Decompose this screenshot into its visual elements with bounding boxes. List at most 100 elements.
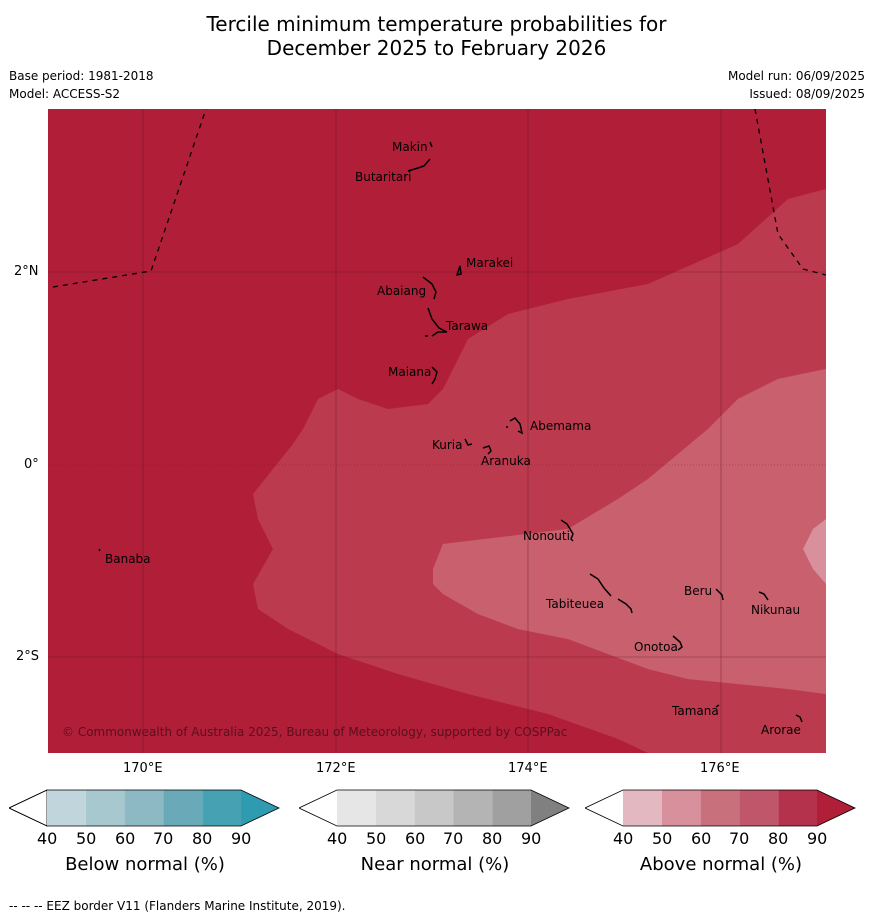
above-tick-90: 90 xyxy=(807,829,828,848)
island-label-beru: Beru xyxy=(684,584,712,598)
above-tick-row: 40 50 60 70 80 90 xyxy=(585,829,857,851)
below-over-triangle xyxy=(241,790,279,826)
island-abaiang-shape xyxy=(422,276,437,300)
lon-label-174e: 174°E xyxy=(508,761,548,776)
island-label-butaritari: Butaritari xyxy=(355,170,412,184)
below-tick-60: 60 xyxy=(115,829,136,848)
below-bin-80-90 xyxy=(202,790,241,826)
island-label-marakei: Marakei xyxy=(466,256,513,270)
below-tick-70: 70 xyxy=(153,829,174,848)
zone-above-60 xyxy=(803,519,826,584)
island-label-abemama: Abemama xyxy=(530,419,591,433)
above-tick-40: 40 xyxy=(613,829,634,848)
island-marakei-shape xyxy=(455,265,462,277)
island-labels: Makin Butaritari Marakei Abaiang Tarawa … xyxy=(105,140,801,737)
model-name: Model: ACCESS-S2 xyxy=(9,87,121,101)
below-bin-40-50 xyxy=(47,790,86,826)
island-nonouti-shape xyxy=(560,519,574,542)
lat-label-2n: 2°N xyxy=(14,264,39,279)
near-bin-60-70 xyxy=(414,790,454,826)
base-period: Base period: 1981-2018 xyxy=(9,69,154,83)
below-tick-80: 80 xyxy=(192,829,213,848)
map-panel: Makin Butaritari Marakei Abaiang Tarawa … xyxy=(48,109,826,753)
island-abemama-shape xyxy=(509,417,524,435)
near-tick-row: 40 50 60 70 80 90 xyxy=(299,829,571,851)
below-bin-60-70 xyxy=(124,790,164,826)
below-tick-40: 40 xyxy=(37,829,58,848)
island-kuria-shape xyxy=(464,438,473,446)
island-label-abaiang: Abaiang xyxy=(377,284,426,298)
above-over-triangle xyxy=(817,790,855,826)
above-bin-50-60 xyxy=(661,790,701,826)
lon-label-176e: 176°E xyxy=(700,761,740,776)
above-tick-50: 50 xyxy=(652,829,673,848)
below-tick-row: 40 50 60 70 80 90 xyxy=(9,829,281,851)
island-banaba-shape xyxy=(98,548,101,552)
island-butaritari-shape xyxy=(407,158,431,172)
island-label-tarawa: Tarawa xyxy=(445,319,488,333)
colorbar-below-graphic xyxy=(8,789,280,827)
above-bin-80-90 xyxy=(778,790,817,826)
below-tick-50: 50 xyxy=(76,829,97,848)
title-line-1: Tercile minimum temperature probabilitie… xyxy=(206,12,667,36)
below-normal-label: Below normal (%) xyxy=(65,854,225,875)
near-tick-50: 50 xyxy=(366,829,387,848)
near-over-triangle xyxy=(531,790,569,826)
island-nikunau-shape xyxy=(758,591,769,601)
eez-border-east xyxy=(754,109,826,276)
near-tick-80: 80 xyxy=(482,829,503,848)
island-label-maiana: Maiana xyxy=(388,365,431,379)
issued-date: Issued: 08/09/2025 xyxy=(749,87,865,101)
near-tick-60: 60 xyxy=(405,829,426,848)
colorbar-near-normal xyxy=(298,789,571,831)
island-label-kuria: Kuria xyxy=(432,438,463,452)
island-label-makin: Makin xyxy=(392,140,428,154)
eez-footnote: -- -- -- EEZ border V11 (Flanders Marine… xyxy=(9,899,346,913)
island-beru-shape xyxy=(715,588,724,601)
zone-above-70-b xyxy=(433,369,826,694)
near-tick-90: 90 xyxy=(521,829,542,848)
eez-border-west xyxy=(52,109,207,288)
island-makin-shape xyxy=(429,141,433,148)
island-label-arorae: Arorae xyxy=(761,723,801,737)
below-tick-90: 90 xyxy=(231,829,252,848)
near-normal-label: Near normal (%) xyxy=(360,854,510,875)
island-label-tamana: Tamana xyxy=(671,704,719,718)
below-under-triangle xyxy=(8,789,48,827)
island-label-banaba: Banaba xyxy=(105,552,151,566)
colorbar-above-normal xyxy=(584,789,857,831)
near-bin-40-50 xyxy=(337,790,376,826)
near-bin-80-90 xyxy=(492,790,531,826)
near-tick-70: 70 xyxy=(443,829,464,848)
colorbar-above-graphic xyxy=(584,789,856,827)
lat-label-2s: 2°S xyxy=(16,649,40,664)
colorbar-below-normal xyxy=(8,789,281,831)
colorbar-near-graphic xyxy=(298,789,570,827)
meta-left: Base period: 1981-2018 Model: ACCESS-S2 xyxy=(9,67,154,103)
below-bin-50-60 xyxy=(85,790,125,826)
above-tick-80: 80 xyxy=(768,829,789,848)
island-aranuka-shape xyxy=(482,445,492,455)
island-arorae-shape xyxy=(795,714,803,723)
meta-right: Model run: 06/09/2025 Issued: 08/09/2025 xyxy=(728,67,865,103)
island-label-tabiteuea: Tabiteuea xyxy=(545,597,604,611)
above-bin-60-70 xyxy=(700,790,740,826)
island-tabiteuea-north-shape xyxy=(589,573,612,597)
map-copyright: © Commonwealth of Australia 2025, Bureau… xyxy=(62,725,567,739)
above-outline xyxy=(584,789,856,827)
above-bin-40-50 xyxy=(623,790,662,826)
above-tick-60: 60 xyxy=(691,829,712,848)
graticule xyxy=(48,109,826,753)
below-outline xyxy=(8,789,280,827)
island-tamana-shape xyxy=(715,704,720,708)
above-under-triangle xyxy=(585,790,623,826)
map-canvas: Makin Butaritari Marakei Abaiang Tarawa … xyxy=(48,109,826,753)
island-maiana-shape xyxy=(431,366,438,385)
island-onotoa-shape xyxy=(672,635,683,651)
island-label-aranuka: Aranuka xyxy=(481,454,531,468)
near-bin-70-80 xyxy=(453,790,493,826)
island-shapes xyxy=(98,141,803,723)
near-bin-50-60 xyxy=(375,790,415,826)
title-line-2: December 2025 to February 2026 xyxy=(266,36,607,60)
above-bin-70-80 xyxy=(739,790,779,826)
